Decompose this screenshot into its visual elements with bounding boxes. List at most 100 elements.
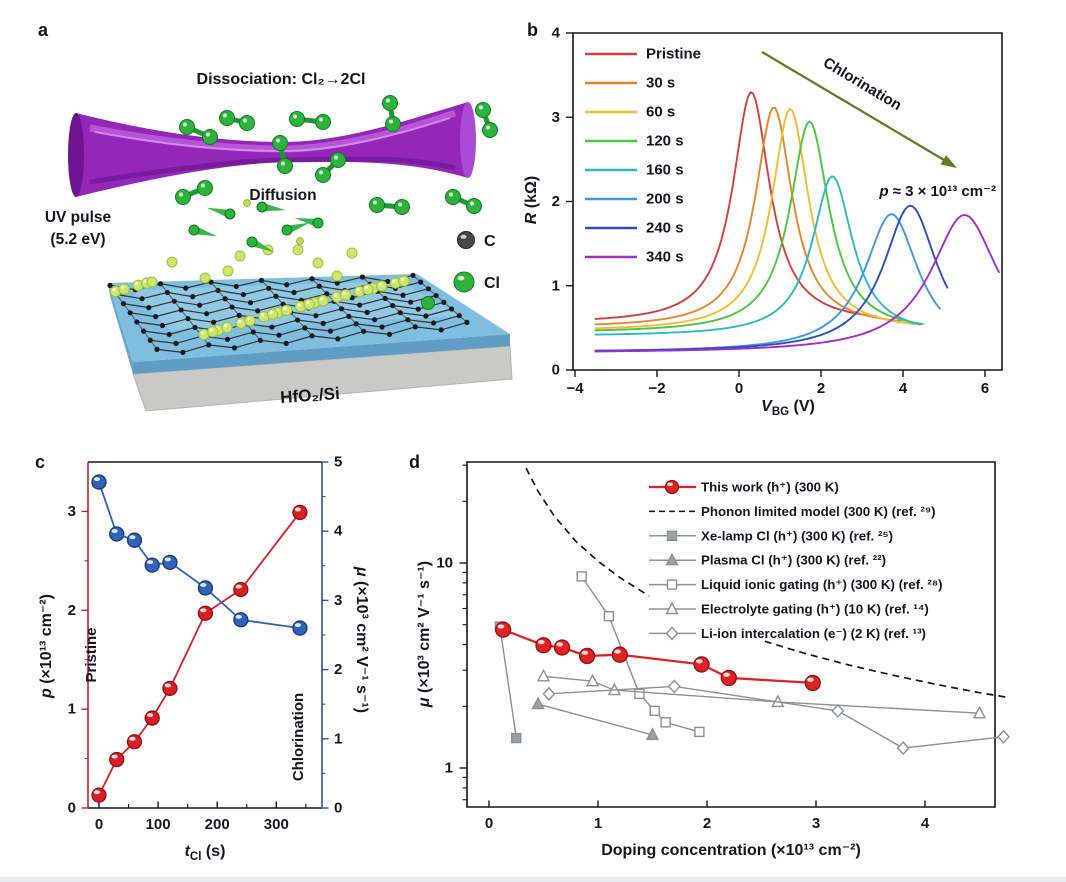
cl-atom-highlight [470, 201, 474, 206]
carbon-atom [127, 310, 133, 316]
chlorine-adatom [376, 280, 388, 292]
uv-pulse-label-line1: UV pulse [45, 209, 112, 226]
uv-beam-right-cap [460, 102, 476, 178]
x-axis-tick-label: 300 [264, 816, 289, 833]
carbon-atom [415, 306, 421, 312]
diamond-open-marker [896, 741, 910, 756]
triangle-filled-marker [531, 696, 545, 710]
carbon-atom [335, 336, 341, 342]
marker-body [126, 532, 143, 548]
cl-dart-tail [261, 202, 286, 212]
series-plasma-cl-h-300-k-ref [531, 696, 660, 741]
cl-dart-head [224, 208, 236, 220]
triangle-open-marker [585, 673, 600, 687]
cl-atom [385, 116, 401, 132]
cl2-molecule [179, 119, 218, 145]
falling-cl-atom [222, 265, 234, 277]
marker-gloss [235, 584, 242, 589]
carbon-atom [302, 325, 308, 331]
substrate-blue-front-edge [133, 334, 510, 374]
carbon-atom [211, 319, 217, 325]
carbon-atom [316, 283, 322, 289]
carbon-atom [269, 324, 275, 330]
carbon-atom [418, 279, 424, 285]
marker-body [109, 526, 125, 542]
carbon-atom [410, 272, 416, 278]
carbon-atom [423, 313, 429, 319]
square-open-marker [603, 611, 615, 622]
marker-gloss [111, 529, 118, 533]
cl2-molecule [315, 152, 346, 183]
data-point- [109, 526, 125, 542]
chlorine-atom-icon [453, 271, 475, 293]
marker-body [144, 710, 160, 726]
carbon-atom [183, 285, 189, 291]
x-axis-tick-label: 200 [205, 816, 230, 833]
data-point- [162, 554, 178, 570]
diffusion-label: Diffusion [249, 187, 316, 204]
carbon-atom [361, 328, 367, 334]
marker-gloss [537, 639, 545, 645]
carbon-atom [364, 309, 370, 315]
x-axis-tick-label: 0 [95, 816, 103, 833]
left-axis-tick-label: 3 [68, 503, 76, 520]
data-point-marker [495, 621, 512, 638]
cl-atom-highlight [319, 117, 323, 122]
carbon-atom [157, 281, 164, 287]
chlorine-atom-highlight [457, 276, 465, 281]
series-liquid-ionic-gating-h-300-k-ref [576, 571, 705, 738]
cl-atom-highlight [293, 114, 297, 119]
data-point- [292, 620, 308, 636]
small-cl-atom [296, 237, 304, 245]
carbon-atom [385, 278, 391, 285]
cl-dart-head [312, 217, 324, 229]
marker-gloss [807, 677, 814, 682]
cl2-molecule [289, 111, 331, 130]
diamond-open-marker [667, 679, 681, 694]
legend-label: Li-ion intercalation (e⁻) (2 K) (ref. ¹³… [701, 626, 926, 641]
carbon-atom [134, 319, 140, 325]
cl-atom [330, 152, 346, 168]
carbon-atom [146, 305, 152, 311]
data-point-p [91, 787, 107, 803]
x-axis-tick-label: 0 [735, 380, 743, 397]
cl-atom-highlight [398, 202, 402, 207]
carbon-atom [164, 289, 170, 296]
y-axis-tick-label: 0 [552, 362, 560, 379]
carbon-atom [313, 313, 319, 319]
cl-atom [482, 122, 498, 138]
marker-gloss [294, 623, 301, 628]
triangle-open-marker [972, 705, 987, 719]
data-point-p [292, 504, 308, 521]
chlorine-adatom [266, 308, 279, 320]
cl-atom [239, 115, 255, 131]
legend-label: Plasma Cl (h⁺) (300 K) (ref. ²²) [701, 553, 886, 568]
marker-body [664, 479, 680, 495]
carbon-atom [353, 321, 359, 327]
marker-gloss [581, 650, 589, 655]
marker-body [495, 621, 512, 638]
cl-atom-highlight [223, 113, 227, 118]
cl-atom-highlight [201, 183, 205, 188]
cl-atom-highlight [334, 155, 338, 160]
data-point-marker [578, 647, 596, 665]
cl-atom [466, 198, 482, 214]
substrate-left-face [108, 283, 133, 374]
left-axis-label: p (×10¹³ cm⁻²) [38, 594, 55, 699]
cl-atom [289, 111, 305, 127]
marker-gloss [667, 482, 673, 487]
falling-cl-atom [199, 272, 211, 284]
cl-dart-head [256, 201, 268, 213]
panel-letter-a: a [38, 20, 49, 40]
curve-120-s [594, 120, 924, 332]
chlorine-adatom [339, 289, 352, 301]
cl-atom-highlight [373, 200, 377, 205]
data-point-p [233, 581, 249, 598]
carbon-atom [294, 317, 301, 323]
falling-cl-atom [312, 257, 324, 269]
carbon-atom [400, 292, 406, 298]
marker-gloss [164, 683, 171, 688]
cl2-molecule [175, 180, 213, 205]
